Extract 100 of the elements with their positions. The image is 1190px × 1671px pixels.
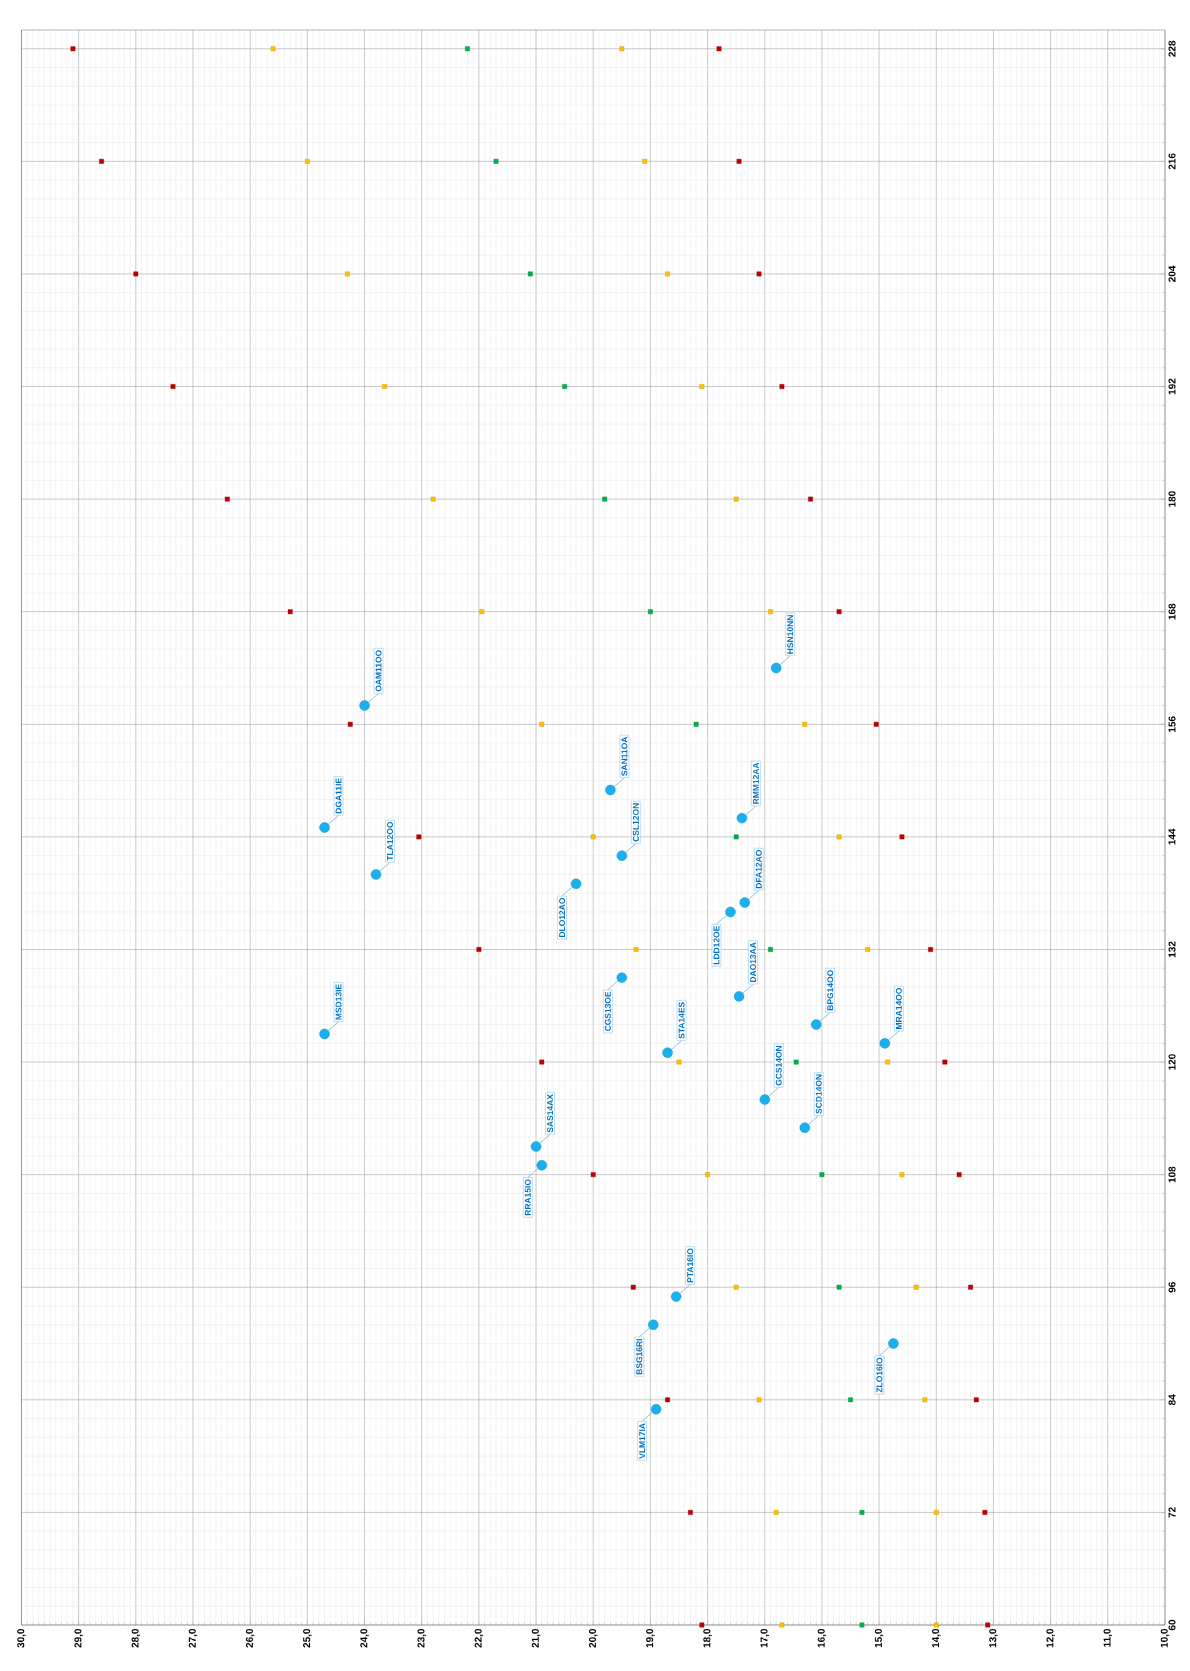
point bbox=[476, 947, 482, 952]
x-tick-label: 29,0 bbox=[74, 1628, 83, 1648]
point bbox=[899, 1172, 905, 1178]
annotation: RRA15IO bbox=[524, 1179, 531, 1216]
point bbox=[933, 1510, 939, 1515]
x-tick-label: 14,0 bbox=[932, 1628, 941, 1648]
y-tick-label: 84 bbox=[1168, 1394, 1176, 1406]
annotation: SAN11OA bbox=[621, 736, 628, 776]
x-tick-label: 27,0 bbox=[188, 1628, 198, 1648]
point bbox=[859, 1622, 865, 1628]
point bbox=[633, 947, 639, 952]
point bbox=[756, 1397, 762, 1403]
annotation: MSD13IE bbox=[335, 984, 342, 1020]
point bbox=[665, 271, 670, 277]
point bbox=[304, 158, 310, 164]
point bbox=[733, 496, 739, 502]
point bbox=[665, 1397, 670, 1403]
point bbox=[605, 784, 616, 796]
point bbox=[865, 947, 871, 952]
point bbox=[733, 1284, 739, 1290]
point bbox=[416, 834, 422, 840]
point bbox=[733, 991, 745, 1002]
point bbox=[630, 1284, 636, 1290]
point bbox=[933, 1622, 939, 1628]
point bbox=[699, 384, 705, 389]
point bbox=[716, 46, 722, 52]
point bbox=[170, 384, 176, 389]
point bbox=[956, 1172, 962, 1178]
x-tick-label: 19,0 bbox=[646, 1628, 655, 1648]
x-tick-label: 18,0 bbox=[703, 1628, 712, 1648]
point bbox=[759, 1094, 770, 1105]
point bbox=[693, 721, 699, 727]
x-tick-label: 22,0 bbox=[474, 1628, 484, 1648]
point bbox=[344, 271, 350, 277]
point bbox=[773, 1510, 779, 1515]
point bbox=[768, 609, 773, 615]
y-tick-label: 96 bbox=[1168, 1282, 1176, 1293]
point bbox=[982, 1510, 988, 1515]
annotation: ZLO16IO bbox=[876, 1357, 883, 1393]
point bbox=[873, 721, 879, 727]
point bbox=[968, 1284, 973, 1290]
x-tick-label: 17,0 bbox=[760, 1628, 770, 1648]
point bbox=[382, 384, 387, 389]
point bbox=[670, 1291, 682, 1302]
annotation: PTA16IO bbox=[687, 1248, 694, 1283]
point bbox=[536, 1160, 547, 1171]
point bbox=[642, 158, 648, 164]
point bbox=[811, 1019, 822, 1030]
annotation: BPG14OO bbox=[827, 970, 834, 1011]
x-tick-label: 13,0 bbox=[989, 1628, 998, 1648]
point bbox=[859, 1510, 865, 1515]
x-tick-label: 24,0 bbox=[360, 1628, 369, 1648]
annotation: DAO13AA bbox=[750, 942, 757, 983]
point bbox=[793, 1059, 799, 1065]
point bbox=[699, 1622, 705, 1628]
annotation: DFA12AO bbox=[755, 850, 762, 889]
point bbox=[802, 721, 808, 727]
y-tick-label: 192 bbox=[1168, 378, 1176, 395]
point bbox=[70, 46, 76, 52]
point bbox=[739, 897, 750, 908]
point bbox=[562, 384, 568, 389]
point bbox=[270, 46, 276, 52]
point bbox=[899, 834, 905, 840]
point bbox=[736, 812, 748, 824]
point bbox=[616, 850, 627, 861]
point bbox=[688, 1510, 693, 1515]
point bbox=[370, 869, 382, 880]
point bbox=[779, 1622, 785, 1628]
point bbox=[942, 1059, 948, 1065]
point bbox=[99, 158, 104, 164]
y-tick-label: 216 bbox=[1168, 153, 1176, 170]
point bbox=[650, 1404, 662, 1415]
point bbox=[590, 1172, 596, 1178]
y-tick-label: 132 bbox=[1168, 941, 1176, 958]
point bbox=[570, 878, 582, 889]
point bbox=[590, 834, 596, 840]
x-tick-label: 20,0 bbox=[588, 1628, 598, 1648]
point bbox=[779, 384, 785, 389]
annotation: OAM11OO bbox=[375, 650, 382, 692]
point bbox=[973, 1397, 979, 1403]
y-tick-label: 168 bbox=[1168, 603, 1176, 620]
point bbox=[819, 1172, 825, 1178]
point bbox=[848, 1397, 853, 1403]
point bbox=[527, 271, 533, 277]
point bbox=[768, 947, 773, 952]
annotation: RMM12AA bbox=[752, 762, 759, 804]
x-tick-label: 23,0 bbox=[417, 1628, 426, 1648]
point bbox=[985, 1622, 991, 1628]
y-tick-label: 228 bbox=[1168, 40, 1176, 57]
point bbox=[725, 906, 736, 918]
point bbox=[479, 609, 485, 615]
point bbox=[836, 834, 842, 840]
point bbox=[836, 609, 842, 615]
point bbox=[771, 662, 782, 674]
point bbox=[539, 721, 545, 727]
point bbox=[347, 721, 353, 727]
point bbox=[616, 972, 627, 983]
point bbox=[493, 158, 499, 164]
annotation: STA14ES bbox=[678, 1002, 685, 1039]
annotation: HSN10NN bbox=[787, 615, 794, 654]
